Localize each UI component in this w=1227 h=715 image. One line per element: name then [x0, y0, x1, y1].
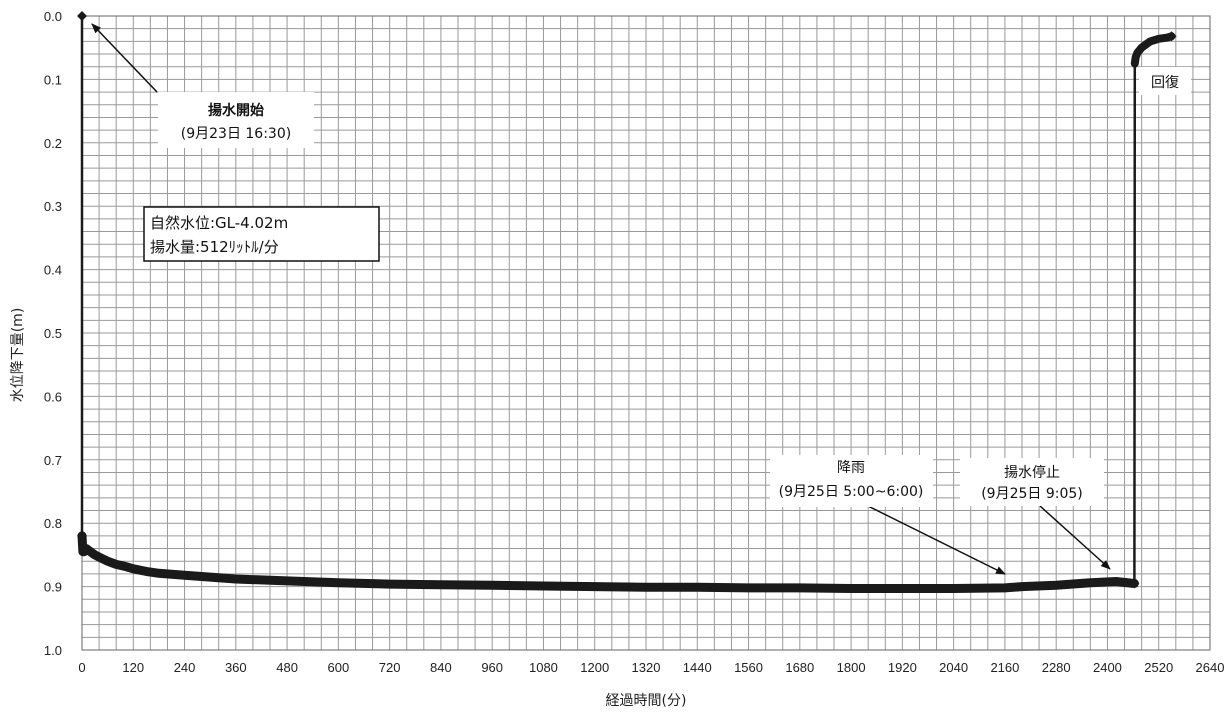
annotation-pump-stop-date: (9月25日 9:05): [981, 486, 1083, 502]
annotation-pump-stop-bg: [960, 458, 1104, 506]
x-tick-label: 2640: [1196, 660, 1225, 675]
annotation-rain-date: (9月25日 5:00~6:00): [779, 484, 924, 500]
data-point-marker: [77, 530, 87, 541]
x-tick-label: 1440: [683, 660, 712, 675]
data-point-marker: [77, 11, 87, 21]
y-tick-label: 0.5: [44, 326, 62, 341]
x-tick-label: 2520: [1144, 660, 1173, 675]
annotation-pump-start-bg: [158, 92, 314, 148]
arrow-rain: [867, 505, 1006, 575]
annotation-rain: 降雨 (9月25日 5:00~6:00): [770, 455, 1006, 575]
info-box-pump-rate: 揚水量:512ﾘｯﾄﾙ/分: [150, 238, 279, 256]
x-tick-label: 360: [225, 660, 247, 675]
annotation-recovery-bg: [1139, 67, 1191, 95]
annotation-rain-bg: [770, 455, 933, 507]
y-tick-label: 0.8: [44, 516, 62, 531]
x-tick-label: 2160: [990, 660, 1019, 675]
y-tick-label: 0.7: [44, 453, 62, 468]
y-axis-ticks: 0.0 0.1 0.2 0.3 0.4 0.5 0.6 0.7 0.8 0.9 1.0: [44, 9, 62, 658]
data-point-marker: [1129, 578, 1140, 589]
x-tick-label: 1560: [734, 660, 763, 675]
x-tick-label: 1920: [888, 660, 917, 675]
y-tick-label: 0.0: [44, 9, 62, 24]
y-tick-label: 0.3: [44, 199, 62, 214]
info-box: 自然水位:GL-4.02m 揚水量:512ﾘｯﾄﾙ/分: [143, 206, 380, 262]
annotation-recovery: 回復: [1139, 67, 1191, 95]
x-axis-title: 経過時間(分): [606, 693, 687, 709]
x-tick-label: 480: [276, 660, 298, 675]
annotation-pump-start: 揚水開始 (9月23日 16:30): [91, 23, 314, 148]
arrow-pump-stop: [1039, 505, 1111, 570]
annotation-recovery-label: 回復: [1151, 74, 1179, 91]
x-tick-label: 1680: [785, 660, 814, 675]
x-tick-label: 600: [328, 660, 350, 675]
series-recovery-band: [1130, 32, 1176, 68]
info-box-water-level: 自然水位:GL-4.02m: [150, 214, 288, 232]
y-tick-label: 0.4: [44, 263, 62, 278]
x-axis-ticks: 0 120 240 360 480 600 720 840 960 1080 1200 1320 144…: [78, 660, 1224, 675]
y-tick-label: 0.2: [44, 136, 62, 151]
y-tick-label: 1.0: [44, 643, 62, 658]
y-tick-label: 0.6: [44, 389, 62, 404]
annotation-pump-start-title: 揚水開始: [208, 102, 264, 119]
x-tick-label: 1320: [632, 660, 661, 675]
annotation-pump-stop-title: 揚水停止: [1004, 464, 1060, 481]
x-tick-label: 240: [174, 660, 196, 675]
x-tick-label: 2040: [939, 660, 968, 675]
info-box-frame: [143, 206, 380, 262]
x-tick-label: 720: [379, 660, 401, 675]
annotation-pump-start-date: (9月23日 16:30): [181, 126, 291, 142]
x-tick-label: 1080: [529, 660, 558, 675]
y-axis-title: 水位降下量(m): [10, 308, 26, 403]
arrow-pump-start: [91, 23, 158, 93]
x-tick-label: 0: [78, 660, 85, 675]
x-tick-label: 960: [481, 660, 503, 675]
x-tick-label: 2280: [1042, 660, 1071, 675]
x-tick-label: 120: [122, 660, 144, 675]
series-layer: [77, 11, 1177, 593]
series-dense-band: [77, 531, 1139, 593]
x-tick-label: 1800: [837, 660, 866, 675]
y-tick-label: 0.9: [44, 580, 62, 595]
x-tick-label: 2400: [1093, 660, 1122, 675]
x-tick-label: 1200: [580, 660, 609, 675]
annotation-rain-title: 降雨: [837, 460, 865, 476]
x-tick-label: 840: [430, 660, 452, 675]
annotation-pump-stop: 揚水停止 (9月25日 9:05): [960, 458, 1111, 570]
data-point-marker: [1166, 31, 1177, 42]
y-tick-label: 0.1: [44, 72, 62, 87]
